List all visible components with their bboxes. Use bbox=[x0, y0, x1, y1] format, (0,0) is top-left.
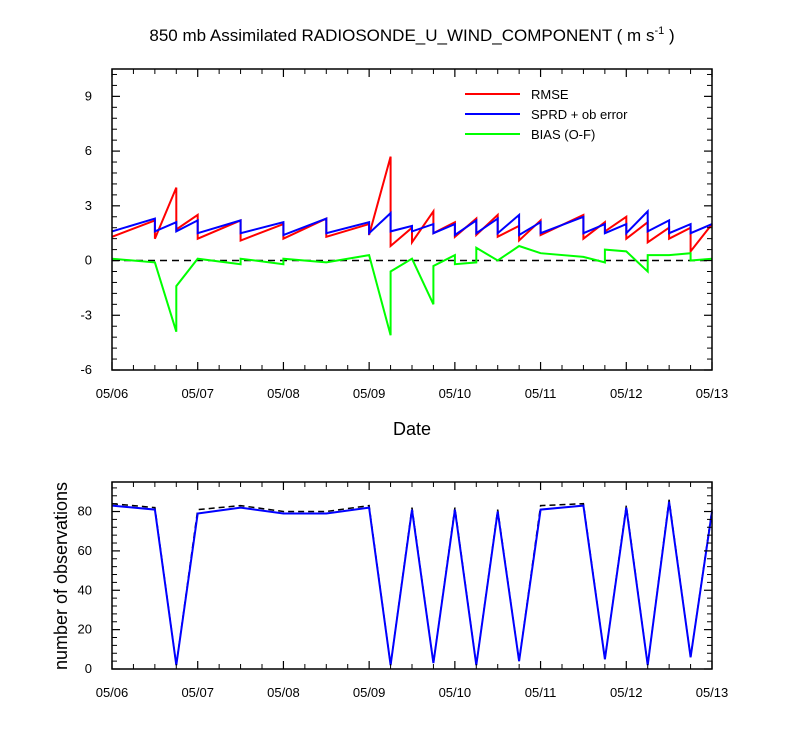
bottom-axis-ticks bbox=[111, 482, 713, 670]
bottom-x-tick-label: 05/07 bbox=[181, 685, 214, 700]
bottom-y-axis-title: number of observations bbox=[51, 482, 71, 670]
chart-title-close: ) bbox=[664, 26, 674, 45]
bottom-y-tick-label: 80 bbox=[78, 504, 92, 519]
top-series-group bbox=[111, 156, 713, 336]
top-x-tick-label: 05/08 bbox=[267, 386, 300, 401]
top-x-tick-label: 05/13 bbox=[696, 386, 729, 401]
top-y-tick-label: -3 bbox=[80, 307, 92, 322]
top-y-tick-label: -6 bbox=[80, 362, 92, 377]
bottom-x-tick-label: 05/13 bbox=[696, 685, 729, 700]
top-x-tick-label: 05/09 bbox=[353, 386, 386, 401]
top-x-tick-label: 05/12 bbox=[610, 386, 643, 401]
top-y-tick-label: 0 bbox=[85, 253, 92, 268]
bottom-x-tick-label: 05/08 bbox=[267, 685, 300, 700]
top-x-tick-label: 05/11 bbox=[525, 386, 557, 401]
bottom-x-tick-label: 05/12 bbox=[610, 685, 643, 700]
top-series-line-bias-o-f bbox=[111, 244, 713, 336]
top-chart-panel: 05/06 05/07 05/08 05/09 05/10 05/11 05/12 05/13… bbox=[80, 68, 728, 439]
top-y-tick-label: 9 bbox=[85, 88, 92, 103]
top-tick-labels: 05/06 05/07 05/08 05/09 05/10 05/11 05/12 05/13… bbox=[80, 88, 728, 401]
bottom-y-tick-label: 0 bbox=[85, 661, 92, 676]
top-axis-ticks bbox=[111, 69, 713, 371]
top-x-tick-label: 05/07 bbox=[181, 386, 214, 401]
bottom-x-tick-label: 05/09 bbox=[353, 685, 386, 700]
bottom-chart-panel: 05/06 05/07 05/08 05/09 05/10 05/11 05/12 05/13… bbox=[51, 481, 729, 700]
top-series-line-rmse bbox=[111, 156, 713, 255]
bottom-y-tick-label: 60 bbox=[78, 543, 92, 558]
top-x-tick-label: 05/10 bbox=[439, 386, 472, 401]
bottom-y-tick-label: 40 bbox=[78, 582, 92, 597]
chart-title-superscript: -1 bbox=[654, 25, 664, 37]
bottom-series-line-used bbox=[111, 501, 713, 666]
legend-label: RMSE bbox=[531, 87, 569, 102]
top-y-tick-label: 3 bbox=[85, 198, 92, 213]
chart-title-main: 850 mb Assimilated RADIOSONDE_U_WIND_COM… bbox=[149, 26, 654, 45]
top-x-axis-title: Date bbox=[393, 419, 431, 439]
bottom-series-group bbox=[111, 499, 713, 666]
legend-label: SPRD + ob error bbox=[531, 107, 628, 122]
top-series-line-sprd-ob-error bbox=[111, 208, 713, 237]
legend: RMSE SPRD + ob error BIAS (O-F) bbox=[465, 87, 628, 142]
legend-label: BIAS (O-F) bbox=[531, 127, 595, 142]
bottom-tick-labels: 05/06 05/07 05/08 05/09 05/10 05/11 05/12 05/13… bbox=[78, 504, 729, 700]
bottom-y-tick-label: 20 bbox=[78, 622, 92, 637]
bottom-x-tick-label: 05/11 bbox=[525, 685, 557, 700]
bottom-x-tick-label: 05/06 bbox=[96, 685, 129, 700]
top-x-tick-label: 05/06 bbox=[96, 386, 129, 401]
chart-title: 850 mb Assimilated RADIOSONDE_U_WIND_COM… bbox=[149, 25, 674, 45]
top-y-tick-label: 6 bbox=[85, 143, 92, 158]
bottom-x-tick-label: 05/10 bbox=[439, 685, 472, 700]
bottom-series-line-possible bbox=[111, 499, 713, 666]
